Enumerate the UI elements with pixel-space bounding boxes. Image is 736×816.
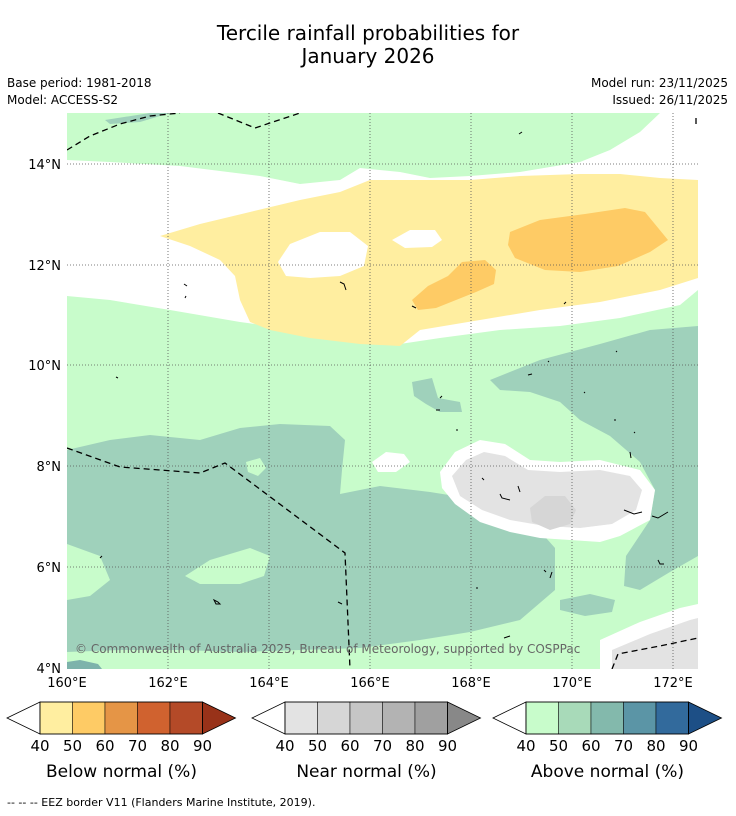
colorbar-tick-label: 60 — [581, 737, 600, 755]
colorbar-tick-label: 90 — [679, 737, 698, 755]
colorbar-segment — [525, 701, 559, 735]
colorbar-tick-label: 50 — [308, 737, 327, 755]
colorbar-segment — [169, 701, 203, 735]
lon-label: 160°E — [47, 676, 87, 691]
legend-near-normal: 40 50 60 70 80 90 — [251, 701, 482, 755]
colorbar-tick-label: 40 — [275, 737, 294, 755]
colorbar-tick-label: 70 — [373, 737, 392, 755]
colorbar-tick-label: 90 — [438, 737, 457, 755]
islands — [99, 131, 669, 639]
lat-label: 12°N — [28, 259, 61, 274]
colorbar-tick-label: 50 — [549, 737, 568, 755]
colorbar-segment — [623, 701, 657, 735]
meta-right: Model run: 23/11/2025 Issued: 26/11/2025 — [591, 75, 728, 109]
lon-label: 168°E — [451, 676, 491, 691]
legend-label-near: Near normal (%) — [296, 762, 437, 782]
base-period: Base period: 1981-2018 — [7, 76, 152, 90]
above-normal-50-region — [490, 326, 698, 590]
eez-footnote: -- -- -- EEZ border V11 (Flanders Marine… — [7, 796, 316, 809]
colorbar-segment — [655, 701, 689, 735]
colorbar-segment — [558, 701, 592, 735]
white-patch — [278, 232, 368, 278]
colorbar-tick-label: 40 — [30, 737, 49, 755]
colorbar-tick-label: 80 — [160, 737, 179, 755]
legend-above-normal: 40 50 60 70 80 90 — [492, 701, 723, 755]
legend-label-above: Above normal (%) — [530, 762, 685, 782]
colorbar-tick-label: 80 — [405, 737, 424, 755]
lon-label: 162°E — [148, 676, 188, 691]
colorbar-segment — [39, 701, 73, 735]
title-line-2: January 2026 — [301, 44, 435, 68]
copyright-notice: © Commonwealth of Australia 2025, Bureau… — [75, 642, 580, 656]
eez-borders — [67, 113, 698, 669]
legend-below-normal: 40 50 60 70 80 90 — [6, 701, 237, 755]
colorbar-tick-label: 60 — [340, 737, 359, 755]
colorbar-min-extension — [251, 701, 286, 735]
above-normal-40-region — [185, 548, 270, 584]
model-run: Model run: 23/11/2025 — [590, 76, 728, 90]
lat-label: 8°N — [37, 460, 62, 475]
title-line-1: Tercile rainfall probabilities for — [216, 21, 520, 45]
above-normal-50-region — [67, 424, 555, 652]
lat-label: 10°N — [28, 359, 61, 374]
colorbar-min-extension — [6, 701, 41, 735]
below-normal-50-region — [412, 260, 496, 310]
above-normal-60-region — [67, 660, 102, 669]
lon-label: 166°E — [350, 676, 390, 691]
lon-label: 172°E — [653, 676, 693, 691]
colorbar-tick-label: 90 — [193, 737, 212, 755]
white-patch — [392, 230, 442, 248]
near-normal-40-region — [612, 618, 698, 669]
colorbar-tick-label: 70 — [128, 737, 147, 755]
gridlines — [67, 113, 698, 669]
colorbar-min-extension — [492, 701, 527, 735]
colorbar-segment — [72, 701, 106, 735]
above-normal-40-region — [246, 458, 266, 476]
near-normal-50-region — [530, 496, 576, 530]
colorbar-outline — [39, 701, 203, 735]
colorbar-segment — [137, 701, 171, 735]
lat-label: 6°N — [37, 561, 62, 576]
colorbar-segment — [590, 701, 624, 735]
colorbar-segment — [414, 701, 448, 735]
colorbar-tick-label: 80 — [646, 737, 665, 755]
colorbar-segment — [104, 701, 138, 735]
near-normal-40-region — [452, 452, 642, 528]
meta-left: Base period: 1981-2018 Model: ACCESS-S2 — [7, 75, 152, 109]
colorbar-tick-label: 70 — [614, 737, 633, 755]
lat-label: 14°N — [28, 158, 61, 173]
chart-title: Tercile rainfall probabilities for Janua… — [0, 22, 736, 68]
colorbar-tick-label: 50 — [63, 737, 82, 755]
colorbar-max-extension — [688, 701, 723, 735]
colorbar-segment — [349, 701, 383, 735]
below-normal-50-region — [508, 208, 668, 272]
colorbar-max-extension — [447, 701, 482, 735]
lon-axis-labels: 160°E 162°E 164°E 166°E 168°E 170°E 172°… — [47, 676, 693, 691]
lon-label: 164°E — [249, 676, 289, 691]
above-normal-50-region — [412, 378, 462, 412]
white-patch — [372, 452, 410, 472]
issued-date: Issued: 26/11/2025 — [612, 93, 728, 107]
legend-label-below: Below normal (%) — [46, 762, 197, 782]
map-area: © Commonwealth of Australia 2025, Bureau… — [67, 113, 698, 669]
colorbar-segment — [382, 701, 416, 735]
lat-axis-labels: 14°N 12°N 10°N 8°N 6°N 4°N — [28, 158, 61, 677]
colorbar-outline — [284, 701, 448, 735]
above-normal-50-region — [560, 594, 615, 616]
colorbar-segment — [317, 701, 351, 735]
colorbar-outline — [525, 701, 689, 735]
colorbar-max-extension — [202, 701, 237, 735]
lon-label: 170°E — [552, 676, 592, 691]
colorbar-segment — [284, 701, 318, 735]
lat-label: 4°N — [37, 662, 62, 677]
colorbar-tick-label: 40 — [516, 737, 535, 755]
model-name: Model: ACCESS-S2 — [7, 93, 119, 107]
above-normal-40-region — [67, 544, 110, 600]
colorbar-tick-label: 60 — [95, 737, 114, 755]
